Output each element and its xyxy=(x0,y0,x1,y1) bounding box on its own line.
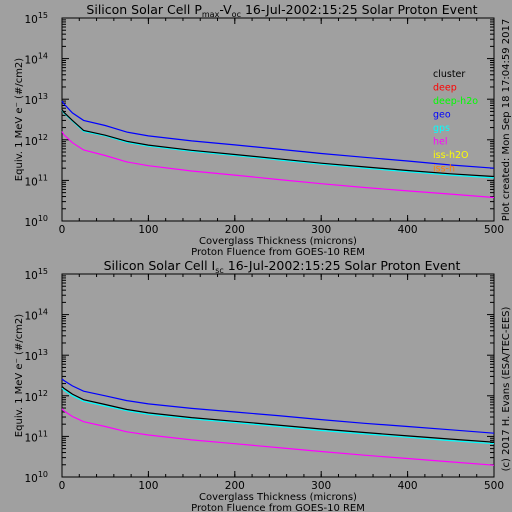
y-tick-label: 1013 xyxy=(24,348,48,363)
plot-frame xyxy=(61,17,495,222)
x-tick-label: 100 xyxy=(138,480,158,492)
y-tick-label: 1012 xyxy=(24,133,48,148)
y-tick-label: 1015 xyxy=(24,11,48,26)
x-axis-label: Coverglass Thickness (microns) xyxy=(199,492,357,503)
legend-entry-geo: geo xyxy=(433,110,451,121)
y-tick-label: 1011 xyxy=(24,429,48,444)
x-tick-label: 0 xyxy=(59,480,66,492)
y-tick-label: 1011 xyxy=(24,173,48,188)
chart-1: Silicon Solar Cell Pmax-Voc 16-Jul-2002:… xyxy=(14,2,504,258)
y-axis-label: Equiv. 1 MeV e⁻ (#/cm2) xyxy=(14,314,25,437)
x-tick-label: 500 xyxy=(484,224,504,236)
series-line-geo xyxy=(61,378,495,434)
x-tick-label: 100 xyxy=(138,224,158,236)
y-tick-label: 1012 xyxy=(24,389,48,404)
y-tick-label: 1015 xyxy=(24,267,48,282)
series-line-hel xyxy=(61,408,495,466)
x-tick-label: 200 xyxy=(225,224,245,236)
legend-entry-hel: hel xyxy=(433,137,448,148)
series-line-gps xyxy=(61,109,495,179)
x-tick-label: 200 xyxy=(225,480,245,492)
series-line-gps xyxy=(61,387,495,445)
chart-2: Silicon Solar Cell Isc 16-Jul-2002:15:25… xyxy=(14,258,504,512)
x-tick-label: 0 xyxy=(59,224,66,236)
chart-title: Silicon Solar Cell Isc 16-Jul-2002:15:25… xyxy=(104,258,461,275)
y-tick-label: 1013 xyxy=(24,92,48,107)
series-line-geo xyxy=(61,100,495,169)
x-axis-sublabel: Proton Fluence from GOES-10 REM xyxy=(191,503,365,512)
y-tick-label: 1014 xyxy=(24,52,48,67)
legend-entry-cluster: cluster xyxy=(433,69,465,80)
x-tick-label: 400 xyxy=(398,480,418,492)
legend-entry-gps: gps xyxy=(433,123,450,134)
y-tick-label: 1010 xyxy=(24,214,48,229)
x-axis-label: Coverglass Thickness (microns) xyxy=(199,236,357,247)
legend-entry-deep: deep xyxy=(433,83,457,94)
x-tick-label: 300 xyxy=(311,224,331,236)
x-tick-label: 400 xyxy=(398,224,418,236)
series-line-cluster xyxy=(61,385,495,443)
x-axis-sublabel: Proton Fluence from GOES-10 REM xyxy=(191,247,365,258)
legend-entry-iss-h2O: iss-h2O xyxy=(433,150,469,161)
y-tick-label: 1014 xyxy=(24,308,48,323)
chart-title: Silicon Solar Cell Pmax-Voc 16-Jul-2002:… xyxy=(86,2,477,19)
y-tick-label: 1010 xyxy=(24,470,48,485)
series-line-cluster xyxy=(61,109,495,178)
y-axis-label: Equiv. 1 MeV e⁻ (#/cm2) xyxy=(14,58,25,181)
legend-entry-deep-h2o: deep-h2o xyxy=(433,96,478,107)
x-tick-label: 500 xyxy=(484,480,504,492)
series-line-hel xyxy=(61,131,495,199)
x-tick-label: 300 xyxy=(311,480,331,492)
plot-frame xyxy=(61,273,495,478)
credit-stamp: (c) 2017 H. Evans (ESA/TEC-EES) xyxy=(501,307,512,472)
plot-created-stamp: Plot created: Mon Sep 18 17:04:59 2017 xyxy=(501,19,512,221)
legend-entry-iss-h: iss-h xyxy=(433,164,455,175)
